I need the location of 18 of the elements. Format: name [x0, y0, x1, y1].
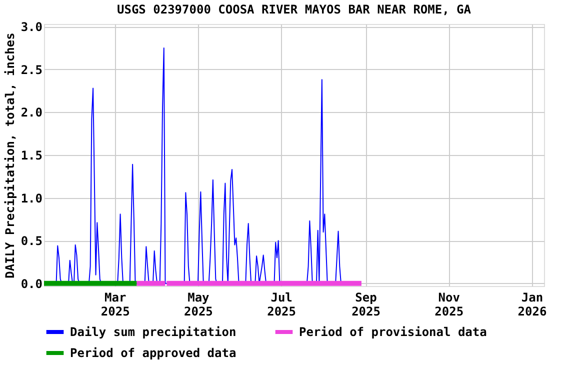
x-tick-label: Nov 2025	[434, 290, 464, 318]
y-tick-label: 0.5	[20, 234, 42, 248]
x-tick-label: Sep 2025	[352, 290, 380, 318]
x-tick-label: Mar 2025	[100, 290, 130, 318]
y-tick-label: 0.0	[20, 276, 42, 291]
y-tick-label: 2.0	[20, 106, 42, 120]
x-tick-label: Jan 2026	[518, 290, 547, 318]
y-tick-label: 2.5	[20, 62, 42, 77]
x-tick-label: May 2025	[184, 290, 213, 318]
legend-label: Daily sum precipitation	[70, 325, 236, 339]
legend-label: Period of approved data	[70, 346, 236, 360]
x-tick-label: Jul 2025	[267, 290, 296, 318]
y-tick-label: 1.5	[20, 148, 42, 162]
y-tick-label: 1.0	[20, 191, 42, 206]
chart-title: USGS 02397000 COOSA RIVER MAYOS BAR NEAR ROME, GA	[116, 2, 472, 17]
y-axis-title: DAILY Precipitation, total, inches	[2, 32, 17, 278]
y-tick-label: 3.0	[20, 20, 42, 34]
legend-label: Period of provisional data	[299, 325, 487, 339]
